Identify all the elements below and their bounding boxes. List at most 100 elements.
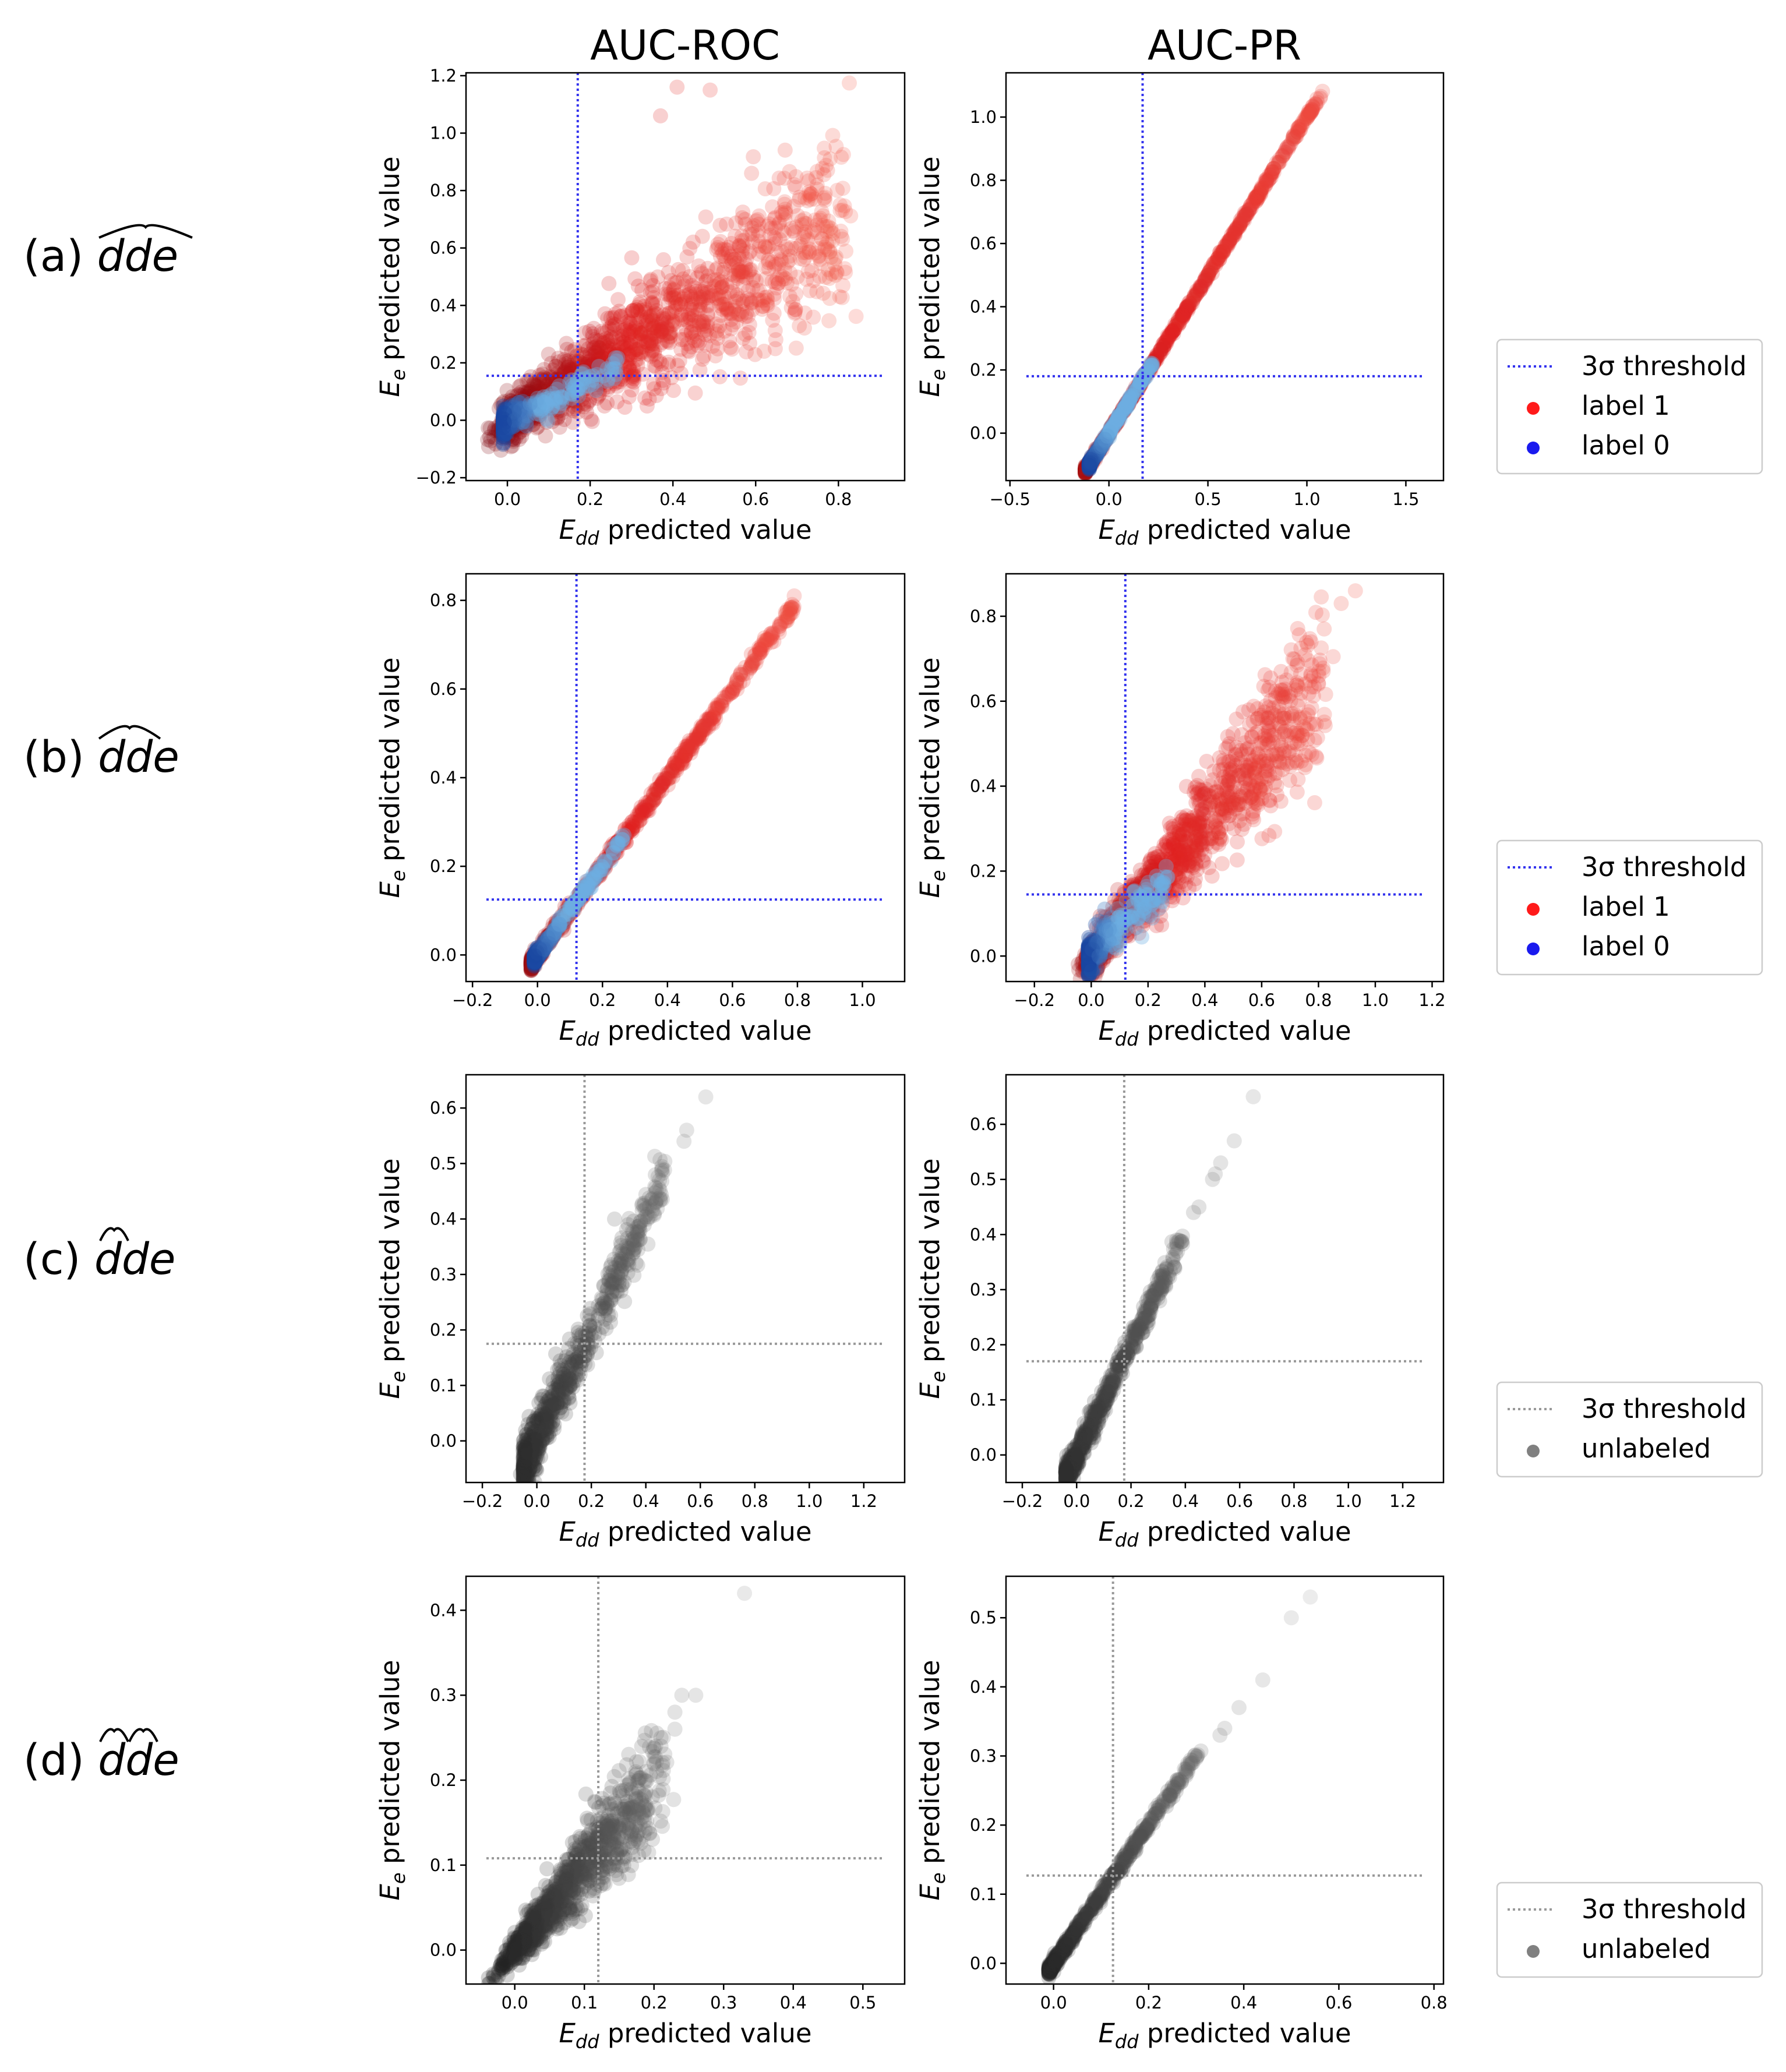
point-label-1 xyxy=(1092,440,1108,456)
point-label-1 xyxy=(692,294,707,310)
point-label-1 xyxy=(662,305,677,321)
point-label-0 xyxy=(499,406,515,422)
point-label-1 xyxy=(597,354,613,370)
point-label-1 xyxy=(548,410,563,426)
point-label-1 xyxy=(726,267,742,283)
point-label-1 xyxy=(735,210,750,225)
point-label-1 xyxy=(502,415,517,430)
point-label-1 xyxy=(803,186,819,202)
point-label-1 xyxy=(488,436,503,452)
point-label-0 xyxy=(496,430,511,446)
point-label-1 xyxy=(1254,179,1269,195)
point-label-1 xyxy=(722,340,738,355)
point-label-1 xyxy=(1099,429,1115,444)
hat-accent xyxy=(98,725,161,740)
x-axis-label-subscript: dd xyxy=(576,1028,599,1050)
point-label-0 xyxy=(534,393,549,408)
point-label-1 xyxy=(784,276,800,292)
point-label-1 xyxy=(563,361,578,377)
point-label-1 xyxy=(694,266,710,281)
point-label-1 xyxy=(696,316,711,331)
point-label-1 xyxy=(1149,349,1164,365)
point-label-1 xyxy=(556,352,572,368)
point-label-1 xyxy=(632,325,648,341)
point-label-1 xyxy=(1219,236,1235,252)
point-label-1 xyxy=(1078,458,1093,474)
point-label-1 xyxy=(1228,222,1244,238)
point-label-1 xyxy=(535,366,550,382)
point-label-1 xyxy=(1128,382,1143,398)
point-label-0 xyxy=(588,373,603,389)
point-label-0 xyxy=(501,418,517,434)
point-label-1 xyxy=(1113,405,1129,421)
point-label-1 xyxy=(1301,107,1317,123)
point-label-1 xyxy=(710,237,726,252)
point-label-1 xyxy=(1116,403,1131,418)
point-label-0 xyxy=(504,406,520,422)
point-label-1 xyxy=(521,396,536,412)
point-label-1 xyxy=(503,399,519,415)
point-label-1 xyxy=(1156,338,1172,354)
point-label-1 xyxy=(800,232,816,248)
point-label-0 xyxy=(496,421,511,436)
point-label-1 xyxy=(521,403,537,418)
point-label-0 xyxy=(496,421,511,436)
point-label-1 xyxy=(1103,420,1119,435)
point-label-1 xyxy=(610,292,626,308)
point-label-1 xyxy=(481,439,496,454)
point-label-1 xyxy=(791,192,807,208)
point-label-1 xyxy=(713,280,729,295)
point-label-1 xyxy=(543,401,559,416)
point-label-1 xyxy=(655,321,671,337)
point-label-0 xyxy=(496,415,511,430)
point-label-1 xyxy=(1081,456,1097,472)
point-label-1 xyxy=(1155,337,1170,352)
point-label-1 xyxy=(499,416,514,432)
point-label-1 xyxy=(656,307,672,323)
point-label-1 xyxy=(1146,354,1162,369)
point-label-1 xyxy=(1114,404,1130,420)
point-label-1 xyxy=(587,344,603,360)
point-label-1 xyxy=(609,394,625,410)
point-label-0 xyxy=(1116,402,1132,418)
point-label-1 xyxy=(1092,440,1107,456)
point-label-1 xyxy=(1110,414,1126,430)
point-label-1 xyxy=(799,216,814,231)
point-label-1 xyxy=(516,401,532,417)
point-label-0 xyxy=(495,411,511,427)
point-label-1 xyxy=(1171,315,1187,331)
point-label-1 xyxy=(545,382,561,397)
point-label-1 xyxy=(527,410,543,426)
point-label-1 xyxy=(649,303,665,319)
point-label-1 xyxy=(708,286,723,302)
point-label-1 xyxy=(596,351,612,367)
point-label-1 xyxy=(1119,395,1135,411)
point-label-1 xyxy=(1163,327,1178,343)
point-label-1 xyxy=(1079,460,1095,476)
point-label-1 xyxy=(664,317,680,333)
y-axis-label: Ee predicted value xyxy=(375,657,410,898)
point-label-1 xyxy=(802,188,818,204)
point-label-1 xyxy=(511,417,527,433)
point-label-1 xyxy=(817,185,833,201)
point-label-1 xyxy=(518,419,534,435)
point-label-1 xyxy=(536,386,552,401)
point-label-1 xyxy=(1220,234,1236,249)
point-label-1 xyxy=(1213,245,1229,260)
point-label-1 xyxy=(1161,329,1177,345)
point-label-1 xyxy=(697,718,712,733)
y-tick-label: 0.8 xyxy=(430,591,457,610)
point-label-1 xyxy=(1079,460,1095,476)
point-label-0 xyxy=(511,400,527,416)
point-label-1 xyxy=(1088,446,1104,461)
point-label-1 xyxy=(712,318,728,334)
point-label-1 xyxy=(1158,334,1174,350)
point-label-1 xyxy=(663,324,679,340)
point-label-1 xyxy=(1166,323,1181,338)
point-label-1 xyxy=(634,282,650,298)
point-label-1 xyxy=(740,291,755,306)
point-label-0 xyxy=(506,406,521,422)
point-label-0 xyxy=(506,399,521,415)
point-label-1 xyxy=(1103,421,1119,436)
point-label-1 xyxy=(560,367,576,383)
